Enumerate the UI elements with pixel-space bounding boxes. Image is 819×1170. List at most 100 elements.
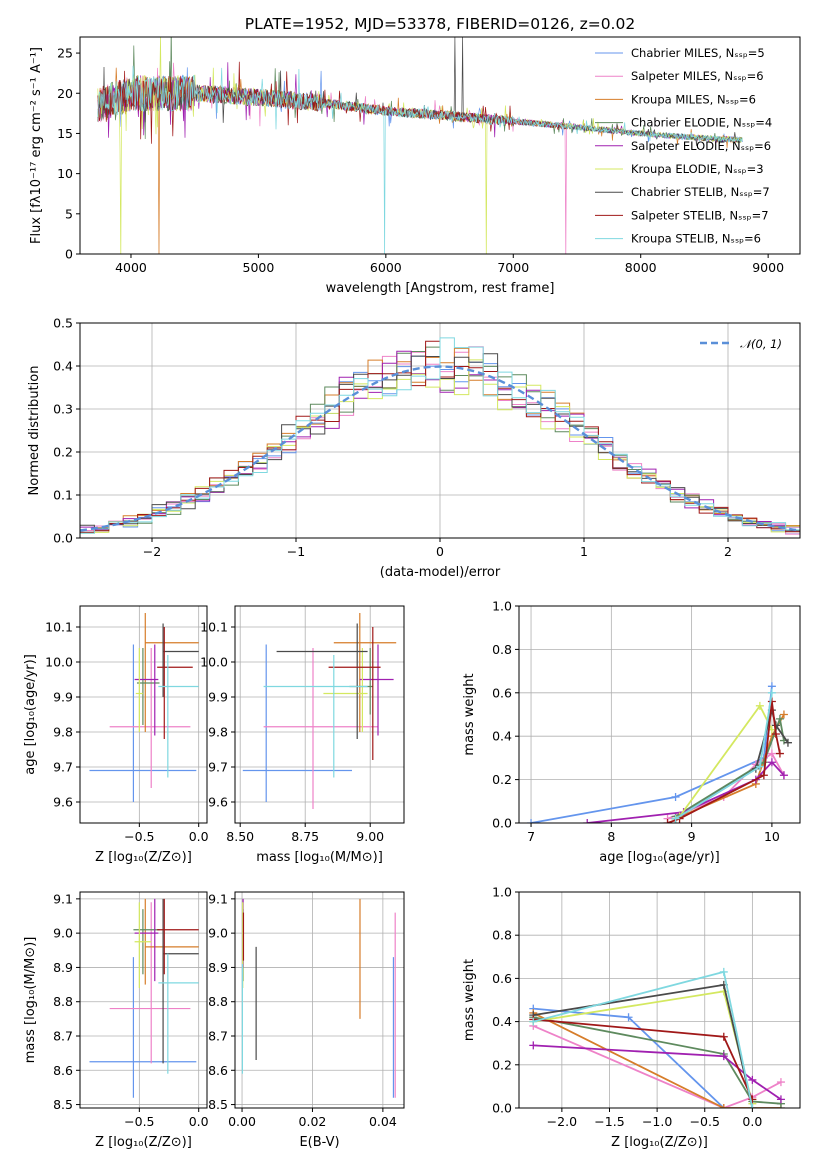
y-tick-label: 1.0: [492, 885, 512, 900]
figure-title: PLATE=1952, MJD=53378, FIBERID=0126, z=0…: [245, 15, 635, 33]
y-tick-label: 10.1: [200, 620, 228, 635]
axes-frame: [518, 891, 801, 1109]
x-tick-label: −1.5: [594, 1114, 624, 1129]
x-tick-label: 7: [527, 829, 535, 844]
x-tick-label: −0.5: [124, 1114, 154, 1129]
y-tick-label: 8.7: [53, 1029, 73, 1044]
y-tick-label: 9.8: [208, 725, 228, 740]
mass-weight-marker: [767, 688, 776, 697]
x-tick-label: 0.00: [228, 1114, 256, 1129]
y-tick-label: 15: [57, 126, 73, 141]
y-tick-label: 8.9: [208, 960, 228, 975]
y-tick-label: 9.0: [208, 926, 228, 941]
mass-weight-marker: [775, 749, 784, 758]
axes-frame: [79, 891, 208, 1109]
x-tick-label: 9.00: [356, 829, 384, 844]
x-tick-label: 9: [688, 829, 696, 844]
legend-entry: Chabrier ELODIE, Nₛₛₚ=4: [631, 116, 772, 130]
x-tick-label: 9000: [752, 260, 784, 275]
x-axis-label: Z [log₁₀(Z/Z⊙)]: [95, 1135, 192, 1150]
x-tick-label: 6000: [370, 260, 402, 275]
mass-weight-line: [532, 1012, 781, 1108]
x-tick-label: 1: [580, 544, 588, 559]
y-tick-label: 0.1: [53, 488, 73, 503]
y-tick-label: 8.5: [53, 1097, 73, 1112]
x-axis-label: Z [log₁₀(Z/Z⊙)]: [611, 1135, 708, 1150]
mass-weight-marker: [529, 1041, 538, 1050]
mass-weight-marker: [779, 771, 788, 780]
y-tick-label: 8.8: [208, 994, 228, 1009]
y-tick-label: 20: [57, 86, 73, 101]
x-tick-label: 0.0: [742, 1114, 762, 1129]
legend-entry: Chabrier MILES, Nₛₛₚ=5: [631, 46, 765, 60]
y-tick-label: 9.8: [53, 725, 73, 740]
plot-area: [241, 898, 396, 1098]
panel-age-vs-Z: −0.5 0.0 9.6 9.7 9.8 9.9 10.0 10.1 Z [log₁₀(Z/Z⊙…: [23, 605, 209, 865]
y-tick-label: 10.0: [45, 655, 73, 670]
y-tick-label: 8.8: [53, 994, 73, 1009]
mass-weight-marker: [759, 771, 768, 780]
mass-weight-marker: [671, 814, 680, 823]
plot-area: [97, 37, 743, 254]
mass-weight-marker: [776, 1095, 785, 1104]
mass-weight-line: [530, 686, 773, 823]
y-tick-label: 0: [65, 247, 73, 262]
y-tick-label: 0.4: [492, 1014, 512, 1029]
x-axis-label: E(B-V): [299, 1135, 339, 1150]
panel-age-vs-mass: 8.50 8.75 9.00 9.6 9.7 9.8 9.9 10.0 10.1 mass [lo…: [200, 605, 405, 865]
legend-entry: Kroupa STELIB, Nₛₛₚ=6: [631, 232, 761, 246]
y-tick-label: 0.0: [492, 816, 512, 831]
x-tick-label: −0.5: [124, 829, 154, 844]
mass-weight-marker: [779, 710, 788, 719]
x-tick-label: 8.50: [226, 829, 254, 844]
y-tick-label: 9.6: [53, 795, 73, 810]
panel-mass-weight-vs-Z: −2.0 −1.5 −1.0 −0.5 0.0 0.0 0.2 0.4 0.6 0.8 1.0 Z […: [462, 885, 801, 1150]
legend-entry: Kroupa MILES, Nₛₛₚ=6: [631, 92, 756, 106]
axes-frame: [79, 605, 208, 824]
y-tick-label: 0.4: [53, 359, 73, 374]
mass-weight-line: [533, 1016, 781, 1105]
legend-entry: Salpeter STELIB, Nₛₛₚ=7: [631, 208, 769, 222]
x-tick-label: −0.5: [690, 1114, 720, 1129]
axes-frame: [234, 891, 405, 1109]
plot-area: [80, 337, 800, 538]
mass-weight-marker: [767, 758, 776, 767]
x-tick-label: 2: [724, 544, 732, 559]
plot-area: [89, 898, 199, 1098]
x-tick-label: 10: [764, 829, 780, 844]
mass-weight-marker: [719, 1032, 728, 1041]
y-tick-label: 9.6: [208, 795, 228, 810]
y-tick-label: 9.7: [208, 760, 228, 775]
mass-weight-line: [533, 1007, 781, 1108]
x-tick-label: 7000: [497, 260, 529, 275]
mass-weight-marker: [527, 819, 536, 823]
y-tick-label: 0.8: [492, 642, 512, 657]
mass-weight-marker: [771, 730, 780, 739]
x-axis-label: Z [log₁₀(Z/Z⊙)]: [95, 850, 192, 865]
mass-weight-marker: [529, 1017, 538, 1026]
y-tick-label: 10.0: [200, 655, 228, 670]
y-tick-label: 10.1: [45, 620, 73, 635]
y-tick-label: 9.1: [208, 891, 228, 906]
y-tick-label: 5: [65, 206, 73, 221]
y-tick-label: 0.2: [492, 772, 512, 787]
mass-weight-marker: [767, 697, 776, 706]
mass-weight-marker: [663, 819, 672, 823]
normal-curve: [80, 365, 800, 532]
y-tick-label: 9.1: [53, 891, 73, 906]
y-tick-label: 1.0: [492, 599, 512, 614]
x-tick-label: 8000: [625, 260, 657, 275]
plot-area: [527, 682, 792, 823]
plot-area: [529, 967, 785, 1108]
y-tick-label: 0.5: [53, 316, 73, 331]
legend-entry: Chabrier STELIB, Nₛₛₚ=7: [631, 185, 770, 199]
y-tick-label: 0.6: [492, 685, 512, 700]
y-tick-label: 25: [57, 46, 73, 61]
y-tick-label: 8.9: [53, 960, 73, 975]
mass-weight-marker: [767, 749, 776, 758]
mass-weight-marker: [583, 819, 592, 823]
y-tick-label: 0.0: [53, 531, 73, 546]
x-tick-label: −2.0: [547, 1114, 577, 1129]
mass-weight-marker: [719, 967, 728, 976]
plot-area: [89, 613, 199, 802]
